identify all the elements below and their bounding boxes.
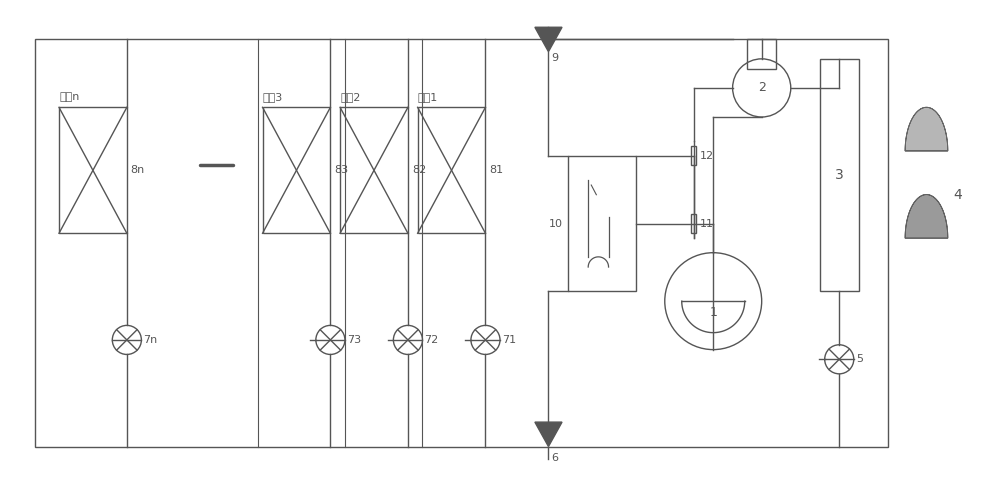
Polygon shape xyxy=(905,107,948,151)
Bar xyxy=(263,107,330,233)
Text: 10: 10 xyxy=(548,219,562,228)
Text: 1: 1 xyxy=(709,306,717,319)
Text: 内机2: 内机2 xyxy=(340,92,360,103)
Polygon shape xyxy=(535,422,562,447)
Text: 内机3: 内机3 xyxy=(263,92,283,103)
Text: 72: 72 xyxy=(424,335,439,345)
Text: 5: 5 xyxy=(856,354,863,364)
Text: 83: 83 xyxy=(334,165,348,175)
Text: 3: 3 xyxy=(835,168,844,182)
Bar xyxy=(59,107,127,233)
Text: 4: 4 xyxy=(954,188,962,202)
Text: 73: 73 xyxy=(347,335,361,345)
Text: 11: 11 xyxy=(700,219,714,228)
Bar xyxy=(691,214,696,233)
Bar xyxy=(418,107,485,233)
Text: 内机1: 内机1 xyxy=(418,92,438,103)
Text: 8n: 8n xyxy=(131,165,145,175)
Text: 81: 81 xyxy=(489,165,503,175)
Bar xyxy=(35,39,888,447)
Text: 7n: 7n xyxy=(143,335,158,345)
Text: 2: 2 xyxy=(758,82,766,94)
Text: 内机n: 内机n xyxy=(59,92,79,103)
Text: 71: 71 xyxy=(502,335,516,345)
Bar xyxy=(747,39,776,69)
Text: 82: 82 xyxy=(412,165,426,175)
Polygon shape xyxy=(905,194,948,238)
Bar xyxy=(568,156,636,292)
Bar xyxy=(820,59,859,292)
Text: 12: 12 xyxy=(700,151,714,161)
Text: 9: 9 xyxy=(551,53,558,63)
Polygon shape xyxy=(535,27,562,52)
Bar xyxy=(340,107,408,233)
Bar xyxy=(691,146,696,165)
Text: 6: 6 xyxy=(551,453,558,463)
